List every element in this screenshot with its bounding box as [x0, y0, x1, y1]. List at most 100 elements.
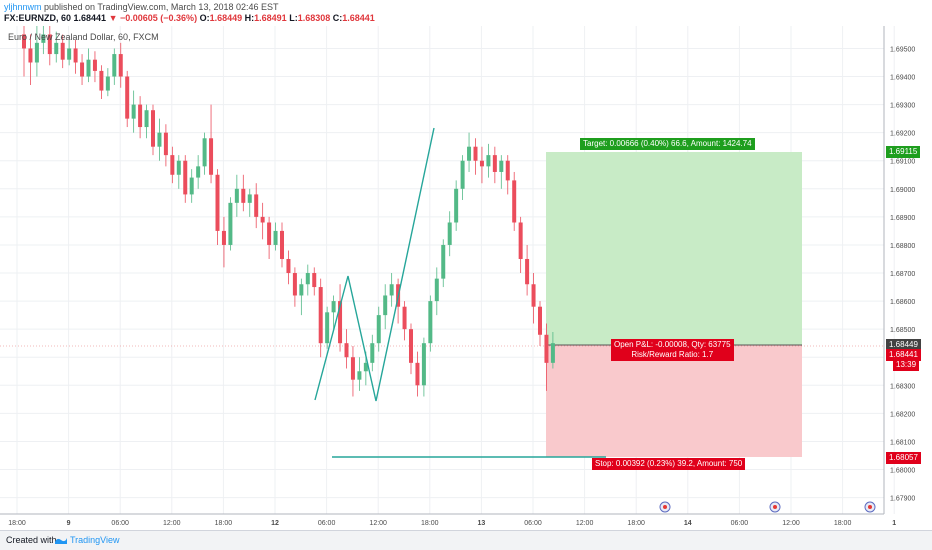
entry-price-tag: 1.68449 [886, 339, 921, 351]
candle-body [376, 315, 381, 344]
candle-body [512, 180, 517, 223]
high-value: 1.68491 [254, 13, 287, 23]
candle-body [221, 230, 226, 245]
risk-reward-text: Risk/Reward Ratio: 1.7 [631, 350, 714, 359]
price-tick-label: 1.68000 [890, 468, 915, 475]
candle-body [209, 138, 214, 175]
tradingview-link[interactable]: TradingView [70, 535, 120, 545]
candle-body [163, 132, 168, 156]
candle-body [486, 155, 491, 167]
time-axis[interactable]: 18:00 9 06:00 12:00 18:00 12 06:00 12:00 18:00 13… [8, 520, 896, 527]
time-tick-label: 18:00 [627, 520, 645, 527]
time-tick-label: 06:00 [731, 520, 749, 527]
candle-body [138, 104, 143, 128]
candle-body [286, 258, 291, 274]
price-tick-label: 1.69500 [890, 46, 915, 53]
event-icon[interactable] [769, 501, 781, 513]
candle-body [189, 177, 194, 195]
candle-body [67, 48, 72, 60]
event-icon[interactable] [864, 501, 876, 513]
candle-body [41, 34, 46, 43]
candle-body [428, 301, 433, 344]
open-label: O: [199, 13, 210, 23]
price-tick-label: 1.69400 [890, 75, 915, 82]
candle-body [525, 258, 530, 285]
event-icon[interactable] [659, 501, 671, 513]
close-value: 1.68441 [342, 13, 375, 23]
candle-body [350, 357, 355, 380]
candle-body [280, 230, 284, 259]
published-text: published on TradingView.com, March 13, … [41, 2, 279, 12]
price-tick-label: 1.69300 [890, 103, 915, 110]
candle-body [447, 222, 452, 245]
created-with-text: Created with [6, 535, 57, 545]
candle-body [505, 160, 510, 181]
time-tick-label: 06:00 [111, 520, 129, 527]
candle-body [241, 188, 246, 203]
price-tick-label: 1.67900 [890, 496, 915, 503]
candle-body [344, 343, 349, 358]
candle-body [370, 343, 375, 363]
time-tick-label: 12:00 [782, 520, 800, 527]
candle-body [28, 48, 33, 63]
candle-body [34, 42, 39, 63]
time-tick-label: 18:00 [421, 520, 439, 527]
target-zone[interactable] [546, 152, 802, 345]
time-tick-label: 13 [478, 520, 486, 527]
price-tick-label: 1.69100 [890, 159, 915, 166]
candle-body [22, 34, 26, 49]
candle-body [473, 146, 478, 161]
time-tick-label: 18:00 [8, 520, 26, 527]
candle-body [402, 306, 407, 330]
target-label[interactable]: Target: 0.00666 (0.40%) 66.6, Amount: 14… [580, 138, 755, 150]
candle-body [247, 194, 252, 203]
candle-body [125, 76, 130, 119]
price-change: ▼ −0.00605 (−0.36%) [108, 13, 198, 23]
author-link[interactable]: yljhnnwm [4, 2, 42, 12]
publish-info: yljhnnwm published on TradingView.com, M… [4, 2, 279, 12]
symbol-label: FX:EURNZD, 60 [4, 13, 72, 23]
candle-body [499, 160, 504, 172]
pnl-label[interactable]: Open P&L: -0.00008, Qty: 63775 Risk/Rewa… [611, 339, 734, 361]
candle-body [389, 284, 394, 296]
candle-body [421, 343, 426, 386]
candle-body [54, 42, 59, 55]
candle-body [273, 230, 278, 245]
high-label: H: [244, 13, 255, 23]
candle-body [518, 222, 523, 259]
candle-body [157, 132, 162, 147]
candle-body [538, 306, 542, 335]
time-tick-label: 1 [892, 520, 896, 527]
time-tick-label: 12:00 [369, 520, 387, 527]
price-tick-label: 1.68100 [890, 439, 915, 446]
stop-zone[interactable] [546, 345, 802, 457]
stop-label[interactable]: Stop: 0.00392 (0.23%) 39.2, Amount: 750 [592, 458, 746, 470]
price-tick-label: 1.68700 [890, 271, 915, 278]
chart-area[interactable]: 1.69500 1.69400 1.69300 1.69200 1.69100 1.690… [0, 26, 932, 529]
candle-body [312, 273, 317, 288]
zigzag-line[interactable] [314, 127, 435, 402]
candle-body [131, 104, 136, 119]
price-chart[interactable]: 1.69500 1.69400 1.69300 1.69200 1.69100 1.690… [0, 26, 932, 529]
ohlc-bar: FX:EURNZD, 60 1.68441 ▼ −0.00605 (−0.36%… [4, 13, 375, 23]
time-tick-label: 12:00 [576, 520, 594, 527]
candle-body [441, 244, 446, 279]
candle-body [409, 329, 413, 363]
candle-body [183, 160, 188, 195]
candle-body [202, 138, 207, 167]
candle-body [292, 273, 297, 296]
time-tick-label: 12 [271, 520, 279, 527]
candle-body [170, 155, 175, 175]
candle-body [331, 301, 336, 313]
price-tick-label: 1.68900 [890, 215, 915, 222]
candle-body [86, 59, 91, 77]
candle-body [105, 76, 110, 91]
price-tick-label: 1.68300 [890, 383, 915, 390]
last-price: 1.68441 [73, 13, 107, 23]
price-tick-label: 1.69000 [890, 187, 915, 194]
series-legend: Euro / New Zealand Dollar, 60, FXCM [8, 32, 159, 42]
candle-body [318, 287, 323, 344]
stop-price-tag: 1.68057 [886, 452, 921, 464]
candle-body [305, 273, 310, 285]
candle-body [531, 284, 536, 307]
